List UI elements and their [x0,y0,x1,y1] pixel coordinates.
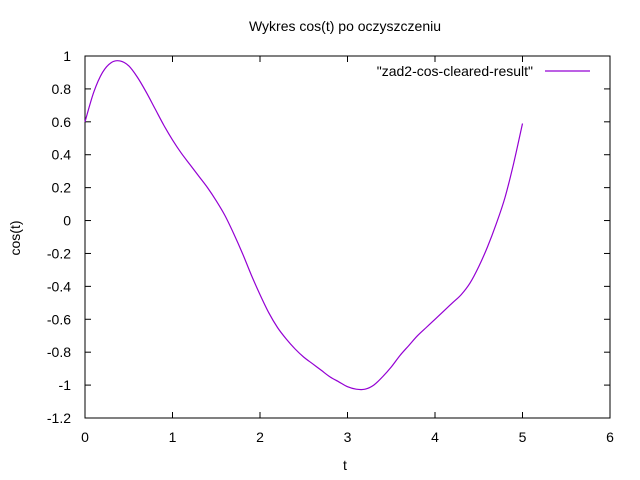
y-tick-label: -0.8 [47,344,71,360]
x-axis-ticks: 0 1 2 3 4 5 6 [81,56,614,445]
chart-title: Wykres cos(t) po oczyszczeniu [249,18,441,34]
x-tick-label: 2 [256,429,264,445]
y-tick-label: 1 [63,48,71,64]
y-tick-label: -1.2 [47,410,71,426]
y-tick-label: 0.8 [52,81,72,97]
y-tick-label: -0.6 [47,311,71,327]
y-tick-label: 0 [63,213,71,229]
series-layer [84,60,524,391]
x-tick-label: 0 [81,429,89,445]
x-tick-label: 1 [169,429,177,445]
y-tick-label: -0.2 [47,245,71,261]
series-line [84,60,524,391]
y-tick-label: 0.6 [52,114,72,130]
y-axis-ticks: 1 0.8 0.6 0.4 0.2 0 -0.2 -0.4 -0.6 -0.8 -1 -1.2 [47,48,610,426]
y-tick-label: -0.4 [47,278,71,294]
x-tick-label: 4 [431,429,439,445]
x-tick-label: 3 [344,429,352,445]
y-axis-label: cos(t) [7,221,23,256]
legend-entry-label: "zad2-cos-cleared-result" [377,63,533,79]
x-tick-label: 5 [519,429,527,445]
y-tick-label: 0.2 [52,180,72,196]
plot-area-border [84,55,611,419]
x-axis-label: t [343,457,347,473]
legend: "zad2-cos-cleared-result" [377,63,590,79]
x-tick-label: 6 [606,429,614,445]
y-tick-label: -1 [59,377,72,393]
y-tick-label: 0.4 [52,147,72,163]
